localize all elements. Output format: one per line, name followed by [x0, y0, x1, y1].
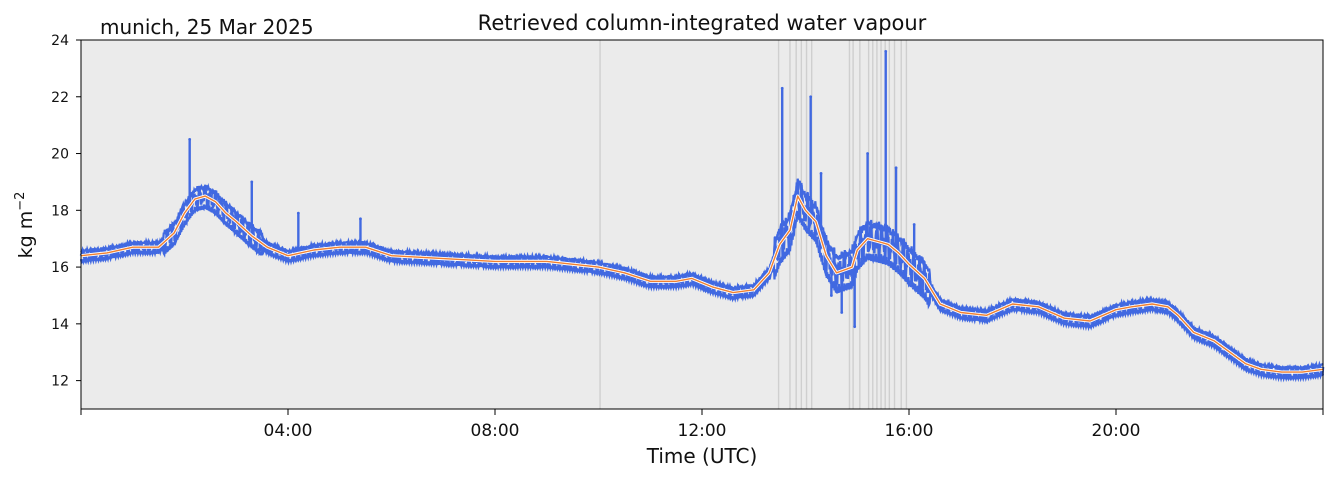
y-tick-label: 18	[51, 203, 69, 219]
raw-point	[912, 223, 916, 226]
raw-point	[884, 49, 888, 53]
y-axis-label: kg m−2	[13, 192, 37, 259]
plot-area	[81, 40, 1323, 409]
station-date-label: munich, 25 Mar 2025	[100, 15, 314, 39]
raw-point	[819, 172, 823, 175]
y-tick-label: 12	[51, 374, 69, 390]
y-tick-label: 14	[51, 317, 69, 333]
y-tick-label: 22	[51, 90, 69, 106]
x-tick-label: 08:00	[471, 421, 520, 441]
raw-point	[840, 311, 844, 314]
raw-point	[359, 217, 362, 221]
chart-title: Retrieved column-integrated water vapour	[478, 11, 927, 35]
x-tick-label: 16:00	[885, 421, 934, 441]
raw-point	[894, 166, 898, 170]
y-tick-label: 20	[51, 147, 69, 163]
raw-point	[917, 291, 921, 295]
y-axis-ticks: 12 14 16 18 20 22 24	[51, 33, 81, 390]
y-axis-label-unit: kg m	[15, 211, 37, 259]
x-tick-label: 20:00	[1092, 421, 1141, 441]
raw-point	[866, 152, 869, 155]
x-tick-label: 12:00	[678, 421, 727, 441]
raw-point	[250, 180, 254, 184]
smoothed-line	[80, 195, 1324, 373]
x-axis-label: Time (UTC)	[646, 444, 758, 468]
raw-point	[296, 211, 300, 215]
raw-point	[780, 86, 784, 90]
smoothed-series	[80, 194, 1324, 374]
raw-point	[829, 294, 833, 297]
raw-point	[188, 137, 192, 141]
raw-point	[853, 325, 857, 329]
x-tick-label: 04:00	[264, 421, 313, 441]
x-axis-ticks: 04:00 08:00 12:00 16:00 20:00	[80, 409, 1324, 441]
y-axis-label-exponent: −2	[13, 192, 28, 211]
raw-point	[809, 95, 813, 99]
y-tick-label: 24	[51, 33, 69, 49]
y-tick-label: 16	[51, 260, 69, 276]
